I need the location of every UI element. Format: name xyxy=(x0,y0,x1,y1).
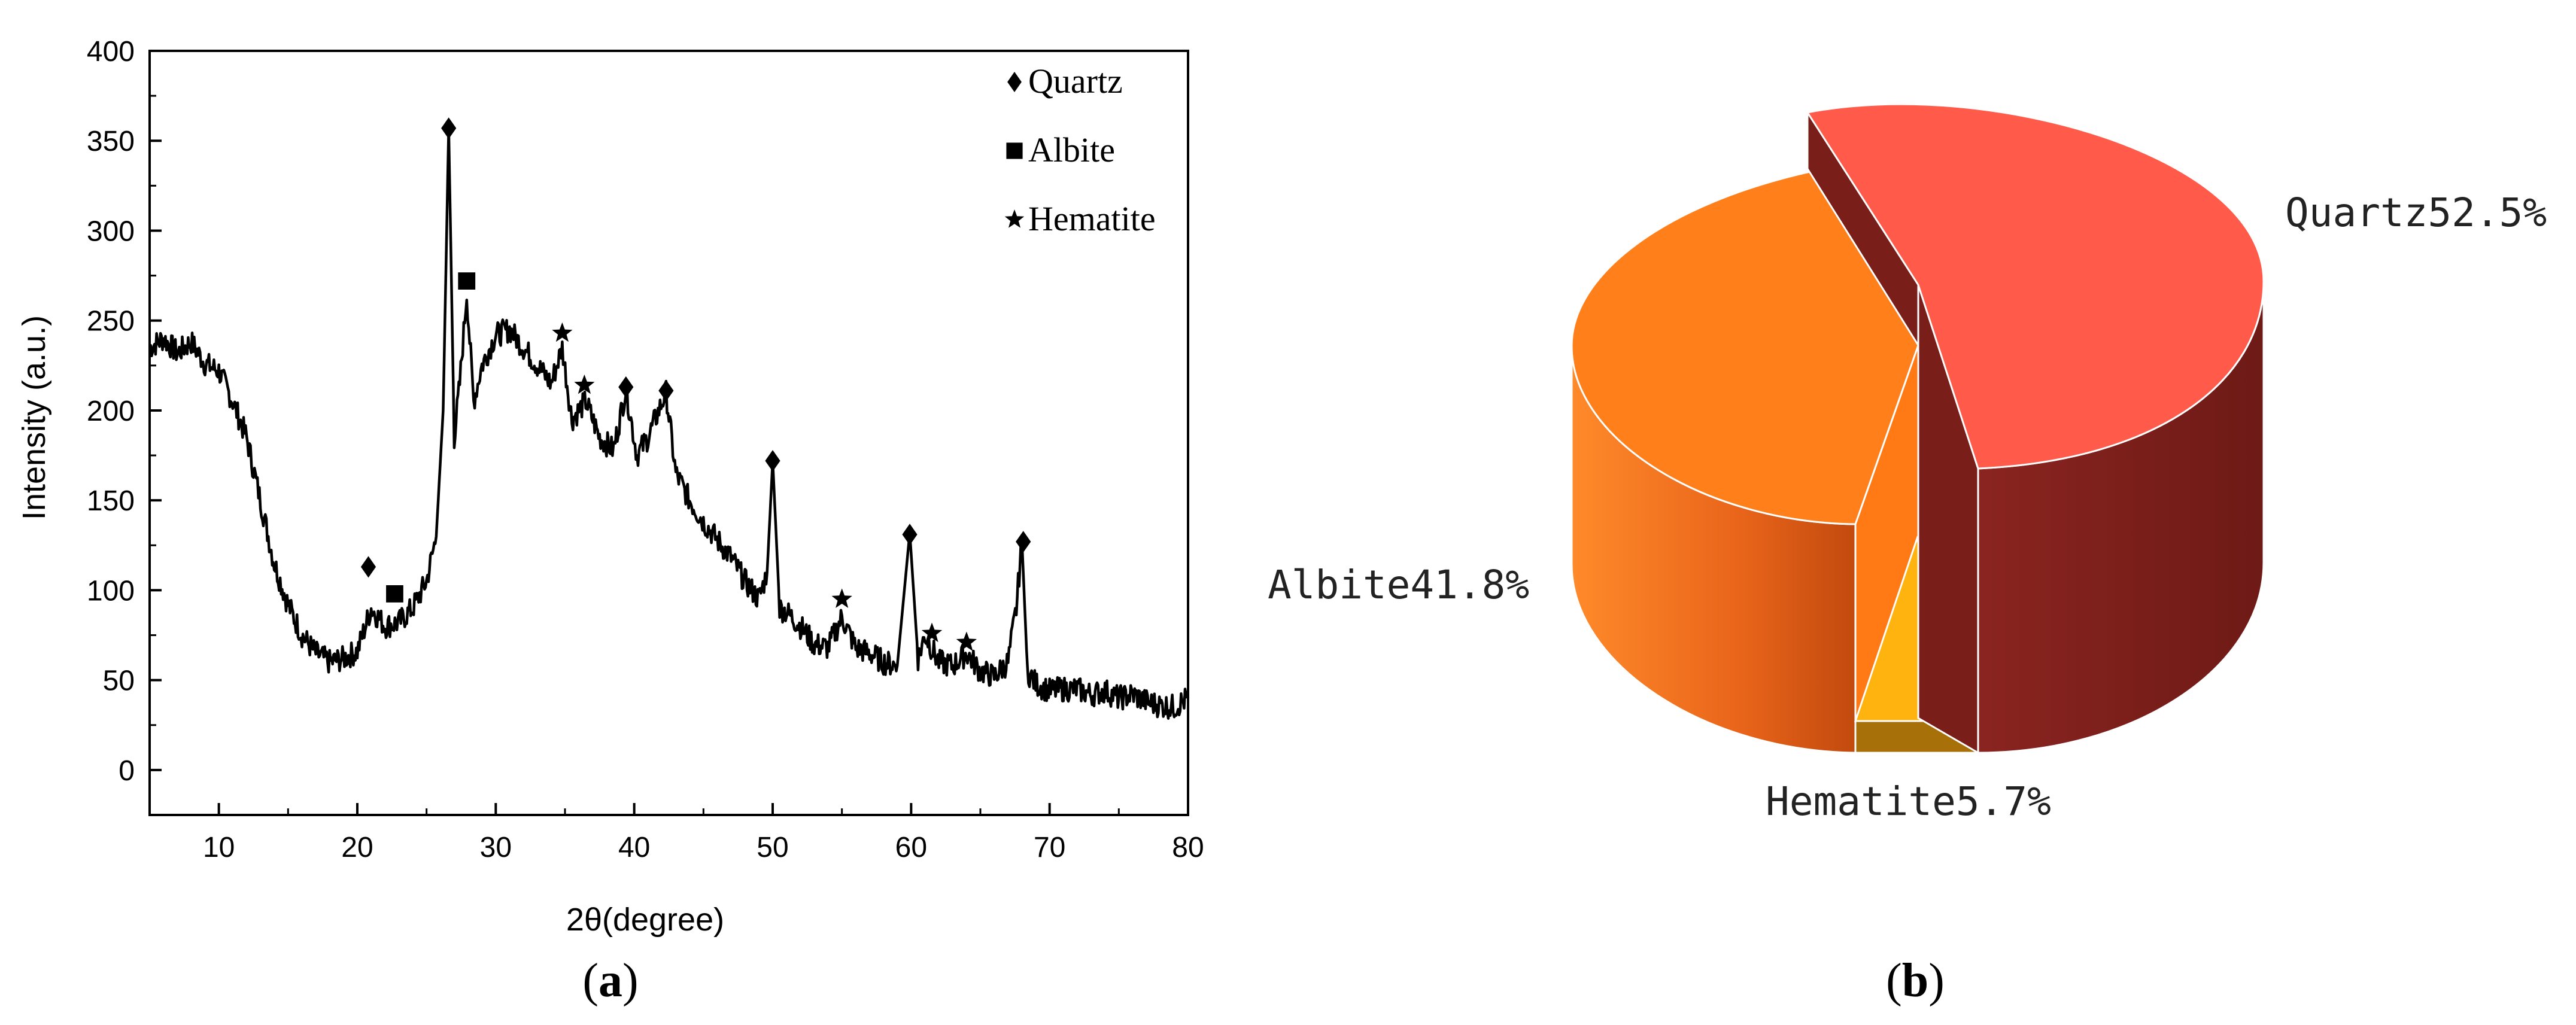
xrd-x-axis-label: 2θ(degree) xyxy=(566,902,724,938)
xrd-peak-markers xyxy=(360,117,1031,652)
legend-label: Hematite xyxy=(1028,199,1156,238)
pie-label-hematite: Hematite5.7% xyxy=(1766,778,2051,825)
legend-diamond-marker xyxy=(1007,72,1022,92)
diamond-peak-marker xyxy=(902,524,918,546)
xrd-series-line xyxy=(148,126,1190,720)
caption-b: (b) xyxy=(1886,954,1945,1007)
legend-square-marker xyxy=(1006,142,1023,159)
diamond-peak-marker xyxy=(360,556,376,578)
diamond-peak-marker xyxy=(1016,531,1031,553)
y-tick-label: 0 xyxy=(119,755,135,787)
xrd-legend: Quartz Albite Hematite xyxy=(1004,62,1156,238)
x-tick-label: 40 xyxy=(618,832,650,863)
x-tick-label: 10 xyxy=(203,832,235,863)
x-tick-label: 30 xyxy=(480,832,512,863)
diamond-peak-marker xyxy=(765,450,780,472)
x-tick-label: 60 xyxy=(895,832,927,863)
y-tick-label: 200 xyxy=(87,396,135,427)
y-tick-label: 400 xyxy=(87,36,135,68)
composition-pie-chart: Quartz52.5% Albite41.8% Hematite5.7% (b) xyxy=(1268,103,2547,1007)
x-tick-label: 50 xyxy=(757,832,788,863)
y-tick-label: 350 xyxy=(87,126,135,157)
xrd-chart: 0 50 100 150 200 250 300 350 400 10 20 30 40 50 60 70 8… xyxy=(16,36,1204,1007)
y-tick-label: 300 xyxy=(87,215,135,247)
pie-slice-quartz-top xyxy=(1806,103,2265,470)
legend-star-marker xyxy=(1004,209,1025,228)
caption-b-letter: b xyxy=(1902,954,1929,1007)
star-peak-marker xyxy=(552,322,573,342)
x-tick-label: 80 xyxy=(1172,832,1204,863)
star-peak-marker xyxy=(921,622,943,643)
y-tick-label: 100 xyxy=(87,575,135,607)
xrd-series xyxy=(148,126,1190,720)
star-peak-marker xyxy=(831,588,852,608)
xrd-y-axis-label: Intensity (a.u.) xyxy=(16,315,52,520)
x-tick-label: 20 xyxy=(341,832,373,863)
caption-a-letter: a xyxy=(599,954,622,1007)
square-peak-marker xyxy=(458,272,476,290)
xrd-plot-frame xyxy=(148,50,1189,816)
y-tick-label: 150 xyxy=(87,485,135,517)
xrd-x-tick-labels: 10 20 30 40 50 60 70 80 xyxy=(203,832,1204,863)
legend-label: Quartz xyxy=(1028,62,1123,101)
pie-label-albite: Albite41.8% xyxy=(1268,562,1529,608)
y-tick-label: 50 xyxy=(103,665,135,697)
diamond-peak-marker xyxy=(441,117,457,139)
x-tick-label: 70 xyxy=(1034,832,1065,863)
square-peak-marker xyxy=(386,585,403,603)
y-tick-label: 250 xyxy=(87,306,135,337)
diamond-peak-marker xyxy=(618,376,634,398)
xrd-y-tick-labels: 0 50 100 150 200 250 300 350 400 xyxy=(87,36,135,787)
legend-label: Albite xyxy=(1028,130,1115,169)
pie-slice-quartz xyxy=(1806,103,2265,755)
caption-a: (a) xyxy=(582,954,638,1007)
diamond-peak-marker xyxy=(658,379,674,402)
pie-label-quartz: Quartz52.5% xyxy=(2285,190,2547,236)
star-peak-marker xyxy=(574,374,595,394)
star-peak-marker xyxy=(956,631,977,652)
pie-slice-albite-top xyxy=(1570,169,1919,525)
